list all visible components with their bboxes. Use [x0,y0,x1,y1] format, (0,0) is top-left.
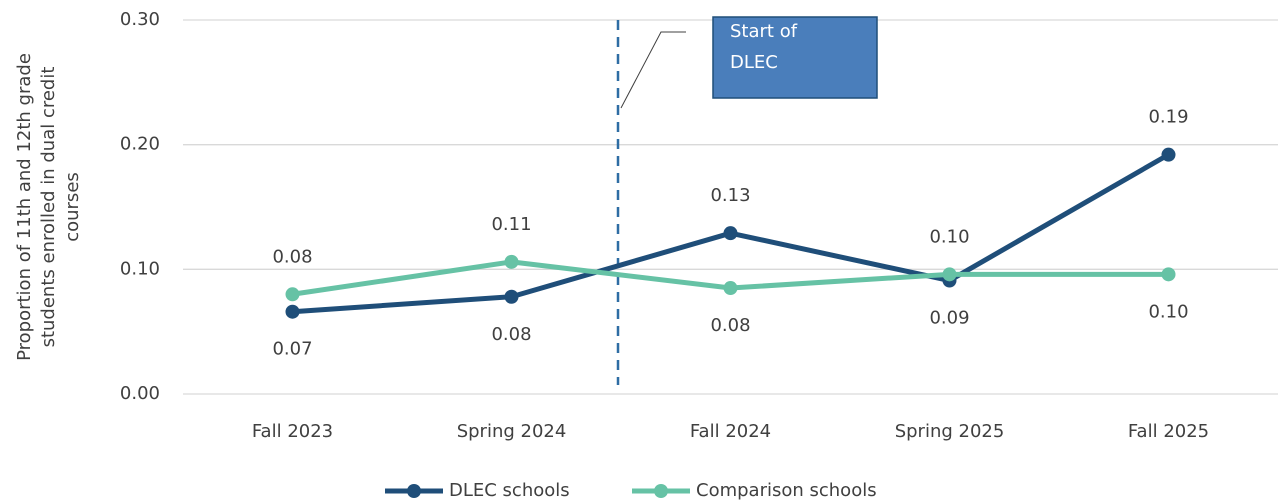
data-point [285,287,300,302]
data-label: 0.08 [710,315,750,336]
legend-label: DLEC schools [449,480,570,501]
data-label: 0.07 [272,339,312,360]
x-tick-label: Spring 2025 [895,421,1005,442]
x-tick-label: Fall 2024 [690,421,771,442]
y-tick-label: 0.10 [120,258,160,279]
data-label: 0.11 [491,214,531,235]
leader-line [620,31,686,109]
data-point [723,226,738,241]
data-label: 0.08 [491,324,531,345]
data-point [504,289,519,304]
y-tick-label: 0.30 [120,9,160,30]
x-tick-label: Spring 2024 [457,421,567,442]
annotation-text: DLEC [730,52,778,73]
data-point [1161,267,1176,282]
data-point [504,254,519,269]
y-tick-label: 0.00 [120,383,160,404]
data-label: 0.10 [1148,301,1188,322]
data-point [1161,147,1176,162]
data-label: 0.10 [929,226,969,247]
data-point [285,304,300,319]
data-label: 0.13 [710,185,750,206]
legend-label: Comparison schools [696,480,877,501]
y-axis-label: students enrolled in dual credit [38,67,59,348]
data-point [942,267,957,282]
data-label: 0.09 [929,308,969,329]
legend-marker [654,484,668,498]
x-tick-label: Fall 2025 [1128,421,1209,442]
annotation-text: Start of [730,21,798,42]
y-axis-label: courses [62,172,83,242]
data-point [723,281,738,296]
y-tick-label: 0.20 [120,134,160,155]
y-axis-label: Proportion of 11th and 12th grade [14,53,35,361]
legend-marker [407,484,421,498]
data-label: 0.08 [272,246,312,267]
x-tick-label: Fall 2023 [252,421,333,442]
data-label: 0.19 [1148,107,1188,128]
annotation-box [712,16,878,99]
